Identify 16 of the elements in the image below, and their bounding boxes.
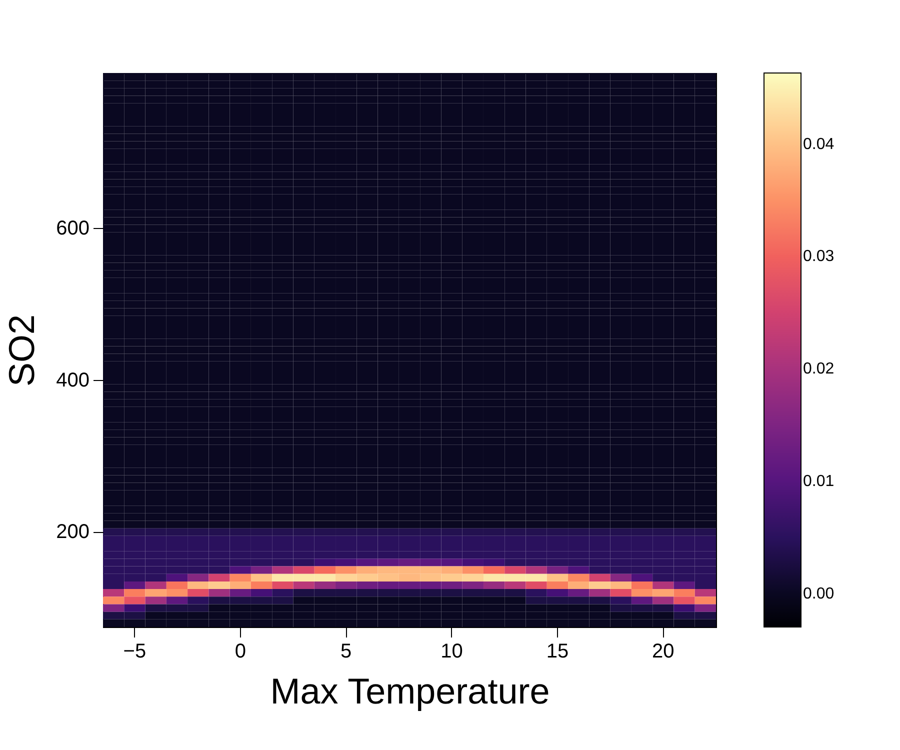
x-axis-title: Max Temperature [270, 670, 550, 712]
color-bar-label: 0.01 [803, 472, 834, 490]
x-tick-label: 10 [440, 640, 463, 662]
x-tick-label: 0 [234, 640, 246, 662]
color-bar-label: 0.02 [803, 360, 834, 378]
y-axis-title: SO2 [1, 314, 42, 387]
x-tick-label: 15 [546, 640, 569, 662]
y-tick-label: 200 [56, 521, 90, 544]
color-bar-label: 0.00 [803, 585, 834, 602]
x-tick-label: −5 [123, 640, 146, 662]
x-tick-label: 5 [340, 640, 352, 662]
y-tick-label: 600 [56, 218, 90, 240]
color-bar-label: 0.04 [803, 136, 834, 153]
x-tick-label: 20 [652, 640, 674, 662]
color-bar-label: 0.03 [803, 248, 834, 266]
y-tick-label: 400 [56, 369, 90, 392]
